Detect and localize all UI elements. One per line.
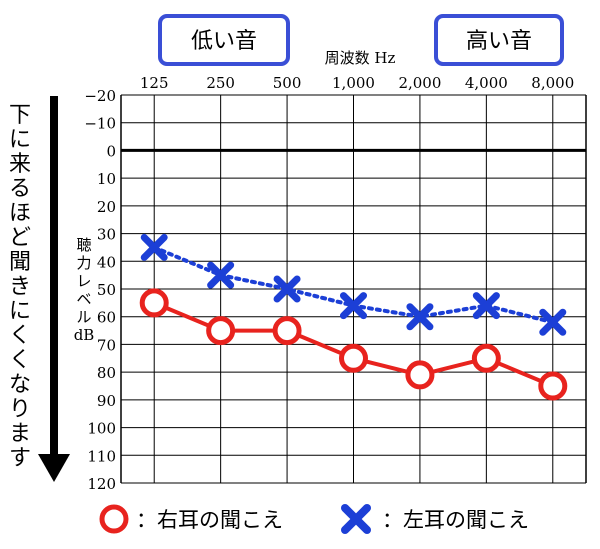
cross-stroke bbox=[539, 308, 567, 336]
x-tick-label: 125 bbox=[140, 74, 169, 92]
cross-stroke bbox=[207, 261, 235, 289]
y-tick-label: 110 bbox=[87, 447, 116, 465]
cross-stroke bbox=[472, 292, 500, 320]
x-tick-label: 500 bbox=[273, 74, 302, 92]
high-sound-label: 高い音 bbox=[466, 29, 532, 54]
y-tick-label: 70 bbox=[97, 336, 116, 354]
x-tick-labels: 125 250 500 1,000 2,000 4,000 8,000 bbox=[140, 74, 574, 92]
left-ear-point bbox=[539, 308, 567, 336]
y-axis-title-char: 聴 bbox=[76, 236, 91, 254]
left-ear-point bbox=[340, 292, 367, 320]
right-ear-point bbox=[538, 371, 568, 401]
arrow-caption-char: な bbox=[9, 373, 31, 398]
cross-stroke bbox=[273, 275, 301, 303]
legend-left-ear-marker bbox=[341, 504, 371, 534]
x-tick-label: 4,000 bbox=[465, 74, 508, 92]
arrow-caption-char: 聞 bbox=[9, 250, 31, 275]
y-tick-label: 120 bbox=[87, 475, 116, 493]
grid bbox=[120, 94, 587, 484]
low-sound-box: 低い音 bbox=[158, 14, 290, 66]
y-tick-label: 20 bbox=[97, 198, 116, 216]
right-ear-point bbox=[405, 360, 435, 390]
x-axis-title: 周波数 Hz bbox=[325, 49, 396, 67]
cross-stroke bbox=[406, 303, 434, 331]
arrow-caption-char: に bbox=[9, 128, 31, 153]
cross-stroke bbox=[341, 504, 371, 534]
y-axis-title-char: ベ bbox=[76, 290, 91, 308]
right-ear-point bbox=[339, 343, 368, 373]
left-ear-point bbox=[406, 303, 434, 331]
high-sound-box-frame bbox=[434, 14, 564, 66]
y-axis-title-char: dB bbox=[74, 326, 95, 344]
arrow-caption-char: す bbox=[9, 446, 31, 471]
left-ear-point bbox=[472, 292, 500, 320]
y-tick-label: −10 bbox=[84, 115, 116, 133]
y-tick-label: 40 bbox=[97, 253, 116, 271]
arrow-caption-char: く bbox=[9, 324, 31, 349]
legend: ：右耳の聞こえ ：左耳の聞こえ bbox=[99, 504, 529, 534]
y-tick-label: 10 bbox=[97, 170, 116, 188]
x-tick-label: 8,000 bbox=[531, 74, 574, 92]
y-tick-labels: −20 −10 0 10 20 30 40 50 60 70 80 90 100 110 120 bbox=[84, 87, 116, 493]
y-tick-label: 90 bbox=[97, 392, 116, 410]
right-ear-point bbox=[471, 343, 501, 373]
y-axis-title-char: ル bbox=[76, 308, 91, 326]
left-ear-point bbox=[207, 261, 235, 289]
high-sound-box: 高い音 bbox=[434, 14, 564, 66]
y-axis-title-char: レ bbox=[76, 272, 91, 290]
arrow-caption-char: 下 bbox=[9, 103, 31, 128]
y-tick-label: 30 bbox=[97, 226, 116, 244]
legend-right-ear-label: ：右耳の聞こえ bbox=[136, 508, 283, 532]
legend-left-ear-label: ：左耳の聞こえ bbox=[382, 508, 529, 532]
arrow-caption-char: ほ bbox=[9, 201, 31, 226]
y-tick-label: −20 bbox=[84, 87, 116, 105]
arrow-head bbox=[38, 454, 70, 482]
arrow-caption-char: り bbox=[9, 397, 31, 422]
right-ear-point bbox=[139, 288, 169, 318]
cross-stroke bbox=[140, 233, 168, 261]
low-sound-label: 低い音 bbox=[191, 29, 257, 54]
y-tick-label: 60 bbox=[97, 309, 116, 327]
y-tick-label: 80 bbox=[97, 364, 116, 382]
arrow-caption-char: 来 bbox=[9, 152, 31, 177]
left-ear-point bbox=[140, 233, 168, 261]
x-tick-label: 1,000 bbox=[332, 74, 375, 92]
right-ear-point bbox=[272, 316, 302, 346]
arrow-caption-char: る bbox=[9, 177, 31, 202]
left-ear-point bbox=[273, 275, 301, 303]
cross-stroke bbox=[340, 292, 367, 320]
hearing-direction-arrow bbox=[38, 96, 70, 482]
y-tick-label: 50 bbox=[97, 281, 116, 299]
arrow-caption-char: ま bbox=[9, 422, 31, 447]
low-sound-box-frame bbox=[158, 14, 290, 66]
y-tick-label: 100 bbox=[87, 420, 116, 438]
arrow-shaft bbox=[50, 96, 58, 458]
x-tick-label: 250 bbox=[206, 74, 235, 92]
arrow-caption-char: ど bbox=[9, 226, 31, 251]
series-layer bbox=[139, 233, 568, 401]
arrow-caption-char: に bbox=[9, 299, 31, 324]
y-tick-label: 0 bbox=[106, 142, 116, 160]
arrow-caption-char: き bbox=[9, 275, 31, 300]
legend-right-ear-marker bbox=[99, 504, 129, 534]
y-axis-title-char: 力 bbox=[76, 254, 91, 272]
right-ear-point bbox=[206, 316, 236, 346]
x-tick-label: 2,000 bbox=[398, 74, 441, 92]
arrow-caption-char: く bbox=[9, 348, 31, 373]
